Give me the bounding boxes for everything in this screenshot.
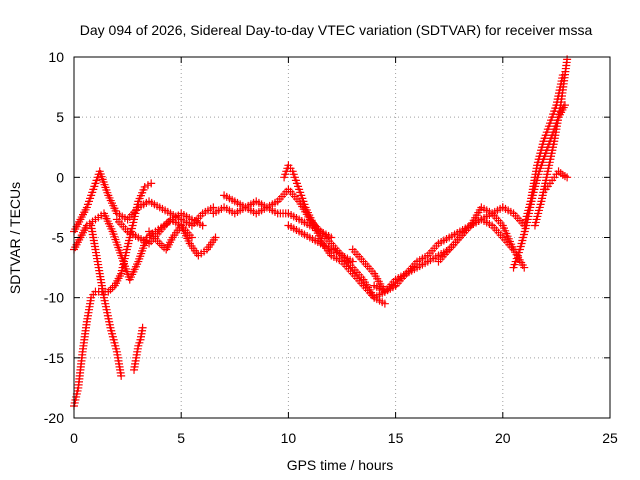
chart-title: Day 094 of 2026, Sidereal Day-to-day VTE… (80, 22, 593, 38)
x-tick-label: 25 (602, 430, 618, 446)
data-point-interp (157, 241, 166, 250)
gridlines (74, 57, 610, 418)
data-point (520, 263, 529, 272)
y-tick-label: -5 (52, 230, 65, 246)
data-point (187, 233, 196, 242)
y-tick-label: -10 (44, 290, 64, 306)
x-tick-label: 15 (388, 430, 404, 446)
data-point (380, 299, 389, 308)
data-point (147, 179, 156, 188)
axis-ticks (73, 56, 611, 419)
axis-tick-labels: 0 5 10 15 20 25 -20 -15 -10 -5 0 5 10 (44, 49, 618, 446)
x-tick-label: 5 (177, 430, 185, 446)
y-tick-label: 0 (56, 169, 64, 185)
x-axis-label: GPS time / hours (287, 457, 394, 473)
x-tick-label: 0 (70, 430, 78, 446)
data-points (70, 55, 572, 410)
data-point (138, 323, 147, 332)
x-tick-label: 20 (495, 430, 511, 446)
data-point (211, 233, 220, 242)
data-point (117, 371, 126, 380)
data-point-interp (108, 283, 117, 292)
data-point (198, 221, 207, 230)
y-axis-label: SDTVAR / TECUs (7, 182, 23, 294)
y-tick-label: -20 (44, 410, 64, 426)
x-tick-label: 10 (281, 430, 297, 446)
y-tick-label: 10 (48, 49, 64, 65)
y-tick-label: 5 (56, 109, 64, 125)
y-tick-label: -15 (44, 350, 64, 366)
data-point-interp (106, 285, 115, 294)
data-point (563, 173, 572, 182)
